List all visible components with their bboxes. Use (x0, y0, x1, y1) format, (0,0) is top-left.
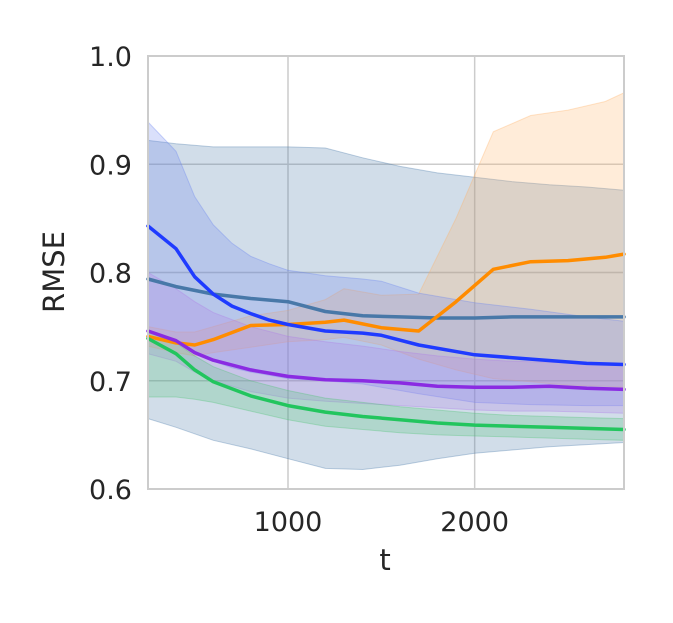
series-2-line (146, 252, 626, 347)
y-tick-label: 0.8 (89, 259, 132, 290)
y-tick-label: 0.9 (89, 150, 132, 181)
y-tick-label: 0.7 (89, 367, 132, 398)
x-axis-label: t (379, 543, 390, 577)
series-4-line (146, 329, 626, 392)
y-axis-label: RMSE (37, 231, 71, 313)
confidence-bands (147, 92, 625, 471)
plot-frame (147, 55, 625, 490)
series-3-line (146, 224, 626, 367)
y-tick-label: 1.0 (89, 42, 132, 73)
y-tick-label: 0.6 (89, 475, 132, 506)
series-lines (146, 224, 626, 432)
series-1-line (146, 277, 626, 320)
tick-labels: 1000 2000 0.6 0.7 0.8 0.9 1.0 (89, 42, 509, 538)
series-5-line (146, 336, 626, 432)
x-tick-label: 2000 (440, 507, 509, 538)
x-tick-label: 1000 (254, 507, 323, 538)
